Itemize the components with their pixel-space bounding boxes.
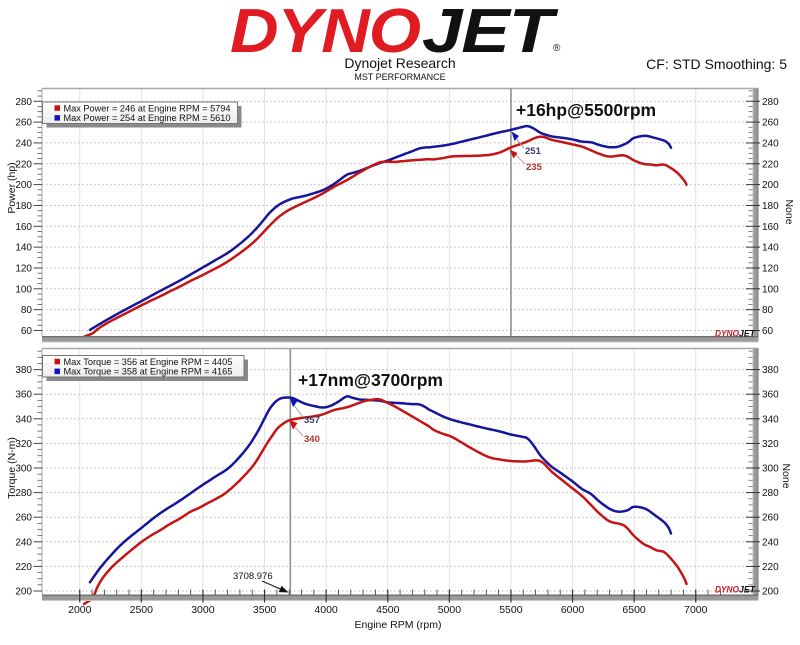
svg-text:235: 235 — [526, 162, 543, 173]
svg-text:240: 240 — [15, 537, 32, 548]
svg-text:120: 120 — [15, 263, 32, 274]
svg-text:80: 80 — [762, 305, 774, 316]
svg-text:251: 251 — [525, 146, 542, 157]
svg-text:3500: 3500 — [253, 604, 277, 616]
svg-text:5500: 5500 — [499, 604, 523, 616]
svg-text:340: 340 — [304, 434, 320, 445]
svg-text:MST PERFORMANCE: MST PERFORMANCE — [354, 72, 445, 82]
svg-text:220: 220 — [15, 159, 32, 170]
svg-text:280: 280 — [762, 97, 779, 108]
svg-text:260: 260 — [762, 513, 779, 524]
svg-text:160: 160 — [762, 222, 779, 233]
svg-text:357: 357 — [304, 415, 320, 426]
svg-text:280: 280 — [15, 97, 32, 108]
svg-text:5000: 5000 — [438, 604, 462, 616]
svg-text:Max Power = 254 at Engine RPM: Max Power = 254 at Engine RPM = 5610 — [64, 113, 231, 123]
svg-text:300: 300 — [762, 464, 779, 475]
svg-text:260: 260 — [15, 513, 32, 524]
svg-text:200: 200 — [15, 180, 32, 191]
svg-text:+16hp@5500rpm: +16hp@5500rpm — [516, 100, 656, 120]
svg-text:6000: 6000 — [561, 604, 585, 616]
svg-text:240: 240 — [762, 537, 779, 548]
svg-text:180: 180 — [15, 201, 32, 212]
svg-text:Max Torque = 356 at Engine RPM: Max Torque = 356 at Engine RPM = 4405 — [64, 357, 233, 367]
svg-text:340: 340 — [762, 414, 779, 425]
svg-text:60: 60 — [762, 326, 774, 337]
svg-text:None: None — [783, 199, 795, 224]
svg-text:CF: STD Smoothing: 5: CF: STD Smoothing: 5 — [646, 56, 787, 72]
svg-text:320: 320 — [15, 439, 32, 450]
svg-text:Engine RPM (rpm): Engine RPM (rpm) — [355, 619, 442, 631]
svg-text:7000: 7000 — [684, 604, 708, 616]
svg-text:100: 100 — [15, 284, 32, 295]
svg-text:80: 80 — [21, 305, 33, 316]
svg-text:Torque (N-m): Torque (N-m) — [6, 437, 18, 499]
svg-text:DYNO: DYNO — [230, 0, 421, 66]
svg-text:260: 260 — [762, 118, 779, 129]
svg-text:260: 260 — [15, 118, 32, 129]
svg-text:380: 380 — [762, 365, 779, 376]
svg-text:3708.976: 3708.976 — [233, 571, 273, 582]
svg-text:280: 280 — [15, 488, 32, 499]
svg-text:Max Power = 246 at Engine RPM: Max Power = 246 at Engine RPM = 5794 — [64, 103, 231, 113]
svg-text:160: 160 — [15, 222, 32, 233]
svg-text:+17nm@3700rpm: +17nm@3700rpm — [298, 370, 443, 390]
svg-text:220: 220 — [762, 562, 779, 573]
svg-text:140: 140 — [15, 243, 32, 254]
svg-text:Max Torque = 358 at Engine RPM: Max Torque = 358 at Engine RPM = 4165 — [64, 367, 233, 377]
svg-text:360: 360 — [15, 390, 32, 401]
svg-text:240: 240 — [762, 138, 779, 149]
svg-text:®: ® — [553, 43, 561, 54]
svg-text:2000: 2000 — [68, 604, 92, 616]
svg-text:DYNO: DYNO — [715, 329, 740, 340]
svg-text:DYNO: DYNO — [715, 585, 740, 596]
svg-text:JET: JET — [739, 329, 756, 340]
svg-text:180: 180 — [762, 201, 779, 212]
svg-text:JET: JET — [739, 585, 756, 596]
svg-text:100: 100 — [762, 284, 779, 295]
svg-text:Power (hp): Power (hp) — [6, 162, 18, 213]
svg-text:140: 140 — [762, 243, 779, 254]
svg-text:380: 380 — [15, 365, 32, 376]
svg-text:4500: 4500 — [376, 604, 400, 616]
svg-text:300: 300 — [15, 464, 32, 475]
svg-text:320: 320 — [762, 439, 779, 450]
svg-text:280: 280 — [762, 488, 779, 499]
svg-text:200: 200 — [762, 180, 779, 191]
svg-text:6500: 6500 — [622, 604, 646, 616]
svg-text:2500: 2500 — [130, 604, 154, 616]
svg-text:60: 60 — [21, 326, 33, 337]
svg-text:JET: JET — [422, 0, 559, 66]
svg-text:340: 340 — [15, 414, 32, 425]
svg-text:200: 200 — [15, 587, 32, 598]
svg-text:220: 220 — [15, 562, 32, 573]
svg-text:120: 120 — [762, 263, 779, 274]
svg-text:220: 220 — [762, 159, 779, 170]
svg-text:None: None — [780, 463, 792, 488]
svg-text:360: 360 — [762, 390, 779, 401]
svg-text:4000: 4000 — [314, 604, 338, 616]
svg-text:200: 200 — [762, 587, 779, 598]
svg-text:240: 240 — [15, 138, 32, 149]
svg-text:Dynojet Research: Dynojet Research — [344, 55, 455, 71]
svg-text:3000: 3000 — [191, 604, 215, 616]
